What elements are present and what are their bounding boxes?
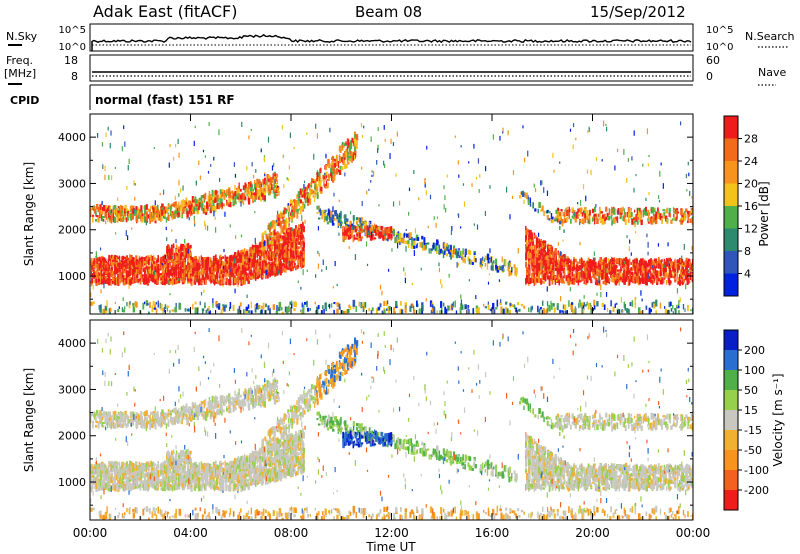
power-y-axis: 1000 2000 3000 4000 xyxy=(58,113,693,300)
colorbar-swatch xyxy=(724,410,738,431)
radar-title: Adak East (fitACF) xyxy=(93,2,237,21)
velocity-y-axis: 1000 2000 3000 4000 xyxy=(58,319,693,506)
date-title: 15/Sep/2012 xyxy=(590,3,686,21)
colorbar-tick-label: 100 xyxy=(744,364,765,377)
colorbar-tick-label: 20 xyxy=(744,178,758,191)
x-tick-label: 20:00 xyxy=(575,526,610,540)
colorbar-tick-label: 8 xyxy=(744,245,751,258)
colorbar-tick-label: 4 xyxy=(744,268,751,281)
colorbar-swatch xyxy=(724,470,738,491)
colorbar-tick-label: 24 xyxy=(744,155,758,168)
colorbar-swatch xyxy=(724,490,738,511)
nsearch-tick-bottom: 10^0 xyxy=(706,42,733,53)
colorbar-swatch xyxy=(724,370,738,391)
colorbar-tick-label: -100 xyxy=(744,464,769,477)
x-tick-label: 04:00 xyxy=(173,526,208,540)
freq-panel: Freq. [MHz] 18 8 60 0 Nave xyxy=(4,54,786,86)
nsky-label: N.Sky xyxy=(6,30,38,43)
colorbar-swatch xyxy=(724,330,738,351)
velocity-heatmap xyxy=(90,326,693,520)
nave-label: Nave xyxy=(758,66,786,79)
y-tick-label: 2000 xyxy=(58,224,86,237)
nave-tick-bottom: 0 xyxy=(706,70,713,83)
nsky-trace xyxy=(91,33,692,44)
colorbar-swatch xyxy=(724,206,738,229)
nave-tick-top: 60 xyxy=(706,54,720,67)
freq-unit: [MHz] xyxy=(4,67,36,80)
nsearch-tick-top: 10^5 xyxy=(706,25,733,36)
y-tick-label: 2000 xyxy=(58,430,86,443)
cpid-panel: CPID normal (fast) 151 RF xyxy=(10,84,693,110)
colorbar-swatch xyxy=(724,228,738,252)
x-tick-label: 00:00 xyxy=(676,526,711,540)
velocity-colorbar-label: Velocity [m s⁻¹] xyxy=(771,373,785,466)
freq-tick-bottom: 8 xyxy=(71,70,78,83)
colorbar-swatch xyxy=(724,273,738,297)
colorbar-swatch xyxy=(724,138,738,162)
freq-label: Freq. xyxy=(6,54,33,67)
x-tick-label: 00:00 xyxy=(73,526,108,540)
colorbar-tick-label: 50 xyxy=(744,384,758,397)
colorbar-tick-label: -200 xyxy=(744,484,769,497)
nsky-panel: N.Sky 10^5 10^0 10^5 10^0 N.Search xyxy=(6,23,795,53)
colorbar-swatch xyxy=(724,116,738,139)
colorbar-tick-label: 12 xyxy=(744,223,758,236)
power-panel: 1000 2000 3000 4000 Slant Range [km] 28 24 20… xyxy=(22,113,771,315)
colorbar-swatch xyxy=(724,183,738,207)
colorbar-swatch xyxy=(724,450,738,471)
y-tick-label: 1000 xyxy=(58,270,86,283)
cpid-label: CPID xyxy=(10,94,39,107)
velocity-y-label: Slant Range [km] xyxy=(22,368,36,472)
y-tick-label: 3000 xyxy=(58,383,86,396)
y-tick-label: 3000 xyxy=(58,177,86,190)
colorbar-swatch xyxy=(724,390,738,411)
freq-tick-top: 18 xyxy=(64,54,78,67)
x-tick-label: 12:00 xyxy=(374,526,409,540)
power-colorbar-label: Power [dB] xyxy=(757,181,771,246)
y-tick-label: 4000 xyxy=(58,131,86,144)
y-tick-label: 4000 xyxy=(58,337,86,350)
cpid-text: normal (fast) 151 RF xyxy=(95,93,235,107)
power-colorbar: 28 24 20 16 12 8 4 xyxy=(723,115,758,297)
beam-title: Beam 08 xyxy=(355,3,422,21)
power-heatmap xyxy=(90,120,693,314)
nsky-tick-top: 10^5 xyxy=(59,25,86,36)
colorbar-tick-label: 15 xyxy=(744,404,758,417)
colorbar-swatch xyxy=(724,161,738,184)
colorbar-swatch xyxy=(724,350,738,371)
y-tick-label: 1000 xyxy=(58,476,86,489)
time-axis-label: Time UT xyxy=(365,540,416,554)
colorbar-tick-label: -50 xyxy=(744,444,762,457)
velocity-colorbar: 200 100 50 15 -15 -50 -100 -200 xyxy=(723,329,769,511)
colorbar-swatch xyxy=(724,430,738,451)
time-axis: 00:00 04:00 08:00 12:00 16:00 20:00 00:00 xyxy=(73,114,711,540)
x-tick-label: 08:00 xyxy=(274,526,309,540)
nsearch-label: N.Search xyxy=(745,30,795,43)
colorbar-tick-label: -15 xyxy=(744,424,762,437)
colorbar-swatch xyxy=(724,251,738,274)
colorbar-tick-label: 16 xyxy=(744,200,758,213)
velocity-panel: 1000 2000 3000 4000 Slant Range [km] 200 100… xyxy=(22,319,785,521)
colorbar-tick-label: 28 xyxy=(744,133,758,146)
nsky-tick-bottom: 10^0 xyxy=(59,42,86,53)
x-tick-label: 16:00 xyxy=(475,526,510,540)
colorbar-tick-label: 200 xyxy=(744,344,765,357)
power-y-label: Slant Range [km] xyxy=(22,162,36,266)
